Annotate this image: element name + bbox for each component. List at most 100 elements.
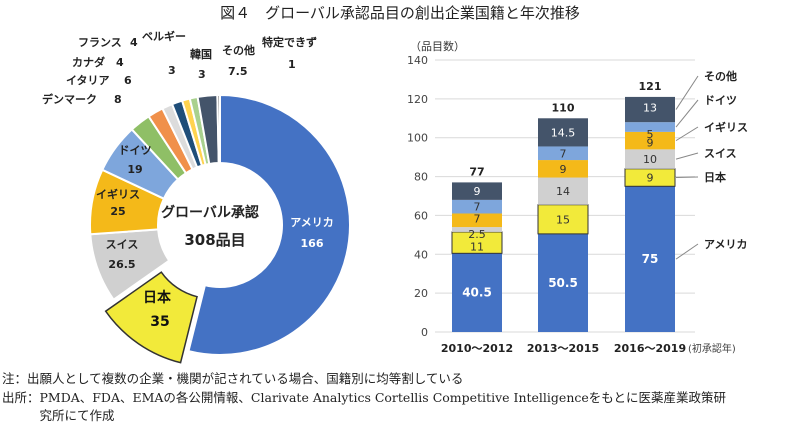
bar-segment bbox=[452, 227, 502, 232]
slice-label: スイス bbox=[106, 238, 139, 251]
slice-value: 8 bbox=[114, 93, 122, 106]
bar-value-label: 14 bbox=[556, 185, 570, 198]
slice-value: 4 bbox=[116, 56, 124, 69]
leader-line bbox=[675, 176, 699, 179]
slice-value: 7.5 bbox=[228, 65, 248, 78]
leader-line bbox=[675, 152, 699, 160]
bar-value-label: 14.5 bbox=[551, 126, 576, 139]
bar-segment bbox=[538, 177, 588, 205]
slice-label: ベルギー bbox=[142, 29, 186, 43]
bar-value-label: 40.5 bbox=[462, 286, 492, 300]
bar-value-label: 9 bbox=[647, 172, 654, 185]
y-axis-label: （品目数） bbox=[410, 40, 465, 53]
stacked-bar-chart: （品目数）02040608010012014040.5112.577977201… bbox=[407, 40, 748, 355]
pie-slice-12 bbox=[216, 93, 221, 165]
x-axis-label: (初承認年) bbox=[688, 342, 736, 355]
bar-segment bbox=[538, 146, 588, 161]
bar-segment bbox=[537, 204, 589, 235]
donut-chart: グローバル承認 308品目 bbox=[89, 93, 351, 364]
bar-segment bbox=[452, 199, 502, 214]
slice-value: 6 bbox=[124, 74, 132, 87]
series-label: スイス bbox=[704, 147, 737, 160]
bar-value-label: 7 bbox=[560, 147, 567, 160]
bar-segment bbox=[538, 233, 588, 332]
bar-segment bbox=[625, 186, 675, 332]
slice-label: 韓国 bbox=[190, 47, 212, 61]
y-tick-label: 40 bbox=[414, 248, 428, 261]
bar-total-label: 121 bbox=[639, 80, 662, 93]
bar-total-label: 77 bbox=[469, 165, 484, 178]
y-tick-label: 20 bbox=[414, 287, 428, 300]
slice-value: 25 bbox=[110, 205, 125, 218]
bar-segment bbox=[538, 160, 588, 178]
slice-label: 日本 bbox=[143, 289, 172, 306]
y-tick-label: 60 bbox=[414, 209, 428, 222]
center-label: グローバル承認 bbox=[161, 204, 259, 221]
bar-segment bbox=[538, 118, 588, 147]
source-text: 出所：PMDA、FDA、EMAの各公開情報、Clarivate Analytic… bbox=[2, 390, 727, 405]
leader-line bbox=[675, 75, 699, 110]
bar-value-label: 7 bbox=[474, 201, 481, 214]
y-tick-label: 0 bbox=[421, 326, 428, 339]
bar-value-label: 11 bbox=[470, 240, 484, 253]
pie-slice-0 bbox=[187, 93, 351, 356]
slice-label: ドイツ bbox=[119, 144, 152, 157]
slice-label: フランス bbox=[78, 36, 122, 49]
bar-segment bbox=[625, 122, 675, 132]
leader-line bbox=[675, 126, 699, 142]
bar-value-label: 5 bbox=[647, 128, 654, 141]
bar-segment bbox=[625, 96, 675, 123]
bar-value-label: 7 bbox=[474, 212, 481, 225]
bar-segment bbox=[452, 182, 502, 200]
series-label: 日本 bbox=[704, 170, 726, 184]
bar-value-label: 50.5 bbox=[548, 276, 578, 290]
bar-value-label: 75 bbox=[642, 252, 659, 266]
source-text-cont: 究所にて作成 bbox=[2, 408, 115, 423]
slice-value: 35 bbox=[150, 314, 169, 330]
y-tick-label: 80 bbox=[414, 171, 428, 184]
bar-value-label: 15 bbox=[556, 213, 570, 226]
slice-value: 166 bbox=[301, 237, 324, 250]
series-label: アメリカ bbox=[704, 238, 747, 251]
leader-line bbox=[675, 243, 699, 260]
bar-value-label: 2.5 bbox=[468, 228, 486, 241]
bar-segment bbox=[452, 253, 502, 332]
slice-label: 特定できず bbox=[262, 35, 317, 49]
x-tick-label: 2016～2019 bbox=[614, 342, 686, 355]
y-tick-label: 120 bbox=[407, 93, 428, 106]
center-total: 308品目 bbox=[184, 231, 245, 249]
slice-value: 19 bbox=[127, 163, 142, 176]
bar-value-label: 10 bbox=[643, 153, 657, 166]
y-tick-label: 140 bbox=[407, 54, 428, 67]
slice-label: カナダ bbox=[72, 55, 105, 69]
bar-segment bbox=[625, 149, 675, 169]
slice-value: 3 bbox=[198, 68, 206, 81]
bar-segment bbox=[452, 213, 502, 228]
bar-segment bbox=[625, 131, 675, 150]
series-label: その他 bbox=[704, 69, 737, 83]
leader-line bbox=[675, 99, 699, 128]
x-tick-label: 2013～2015 bbox=[527, 342, 599, 355]
bar-value-label: 13 bbox=[643, 102, 657, 115]
bar-value-label: 9 bbox=[474, 185, 481, 198]
slice-label: イギリス bbox=[96, 187, 140, 201]
pie-slice-1 bbox=[104, 271, 198, 364]
series-label: イギリス bbox=[704, 120, 748, 134]
slice-value: 3 bbox=[168, 64, 176, 77]
x-tick-label: 2010～2012 bbox=[441, 342, 513, 355]
slice-label: アメリカ bbox=[290, 216, 333, 229]
bar-total-label: 110 bbox=[552, 101, 575, 114]
slice-value: 4 bbox=[130, 36, 138, 49]
series-label: ドイツ bbox=[704, 94, 737, 107]
bar-value-label: 9 bbox=[560, 163, 567, 176]
slice-label: イタリア bbox=[66, 74, 110, 87]
slice-value: 1 bbox=[288, 58, 296, 71]
y-tick-label: 100 bbox=[407, 132, 428, 145]
note-text: 注：出願人として複数の企業・機関が記されている場合、国籍別に均等割している bbox=[2, 371, 464, 386]
pie-labels: アメリカ 166 日本 35 スイス 26.5 イギリス 25 ドイツ 19 デンマーク 8 イタリア 6… bbox=[42, 29, 334, 330]
slice-label: デンマーク bbox=[42, 92, 97, 106]
figure-title: 図４ グローバル承認品目の創出企業国籍と年次推移 bbox=[220, 4, 580, 22]
slice-label: その他 bbox=[222, 43, 255, 57]
slice-value: 26.5 bbox=[108, 258, 135, 271]
